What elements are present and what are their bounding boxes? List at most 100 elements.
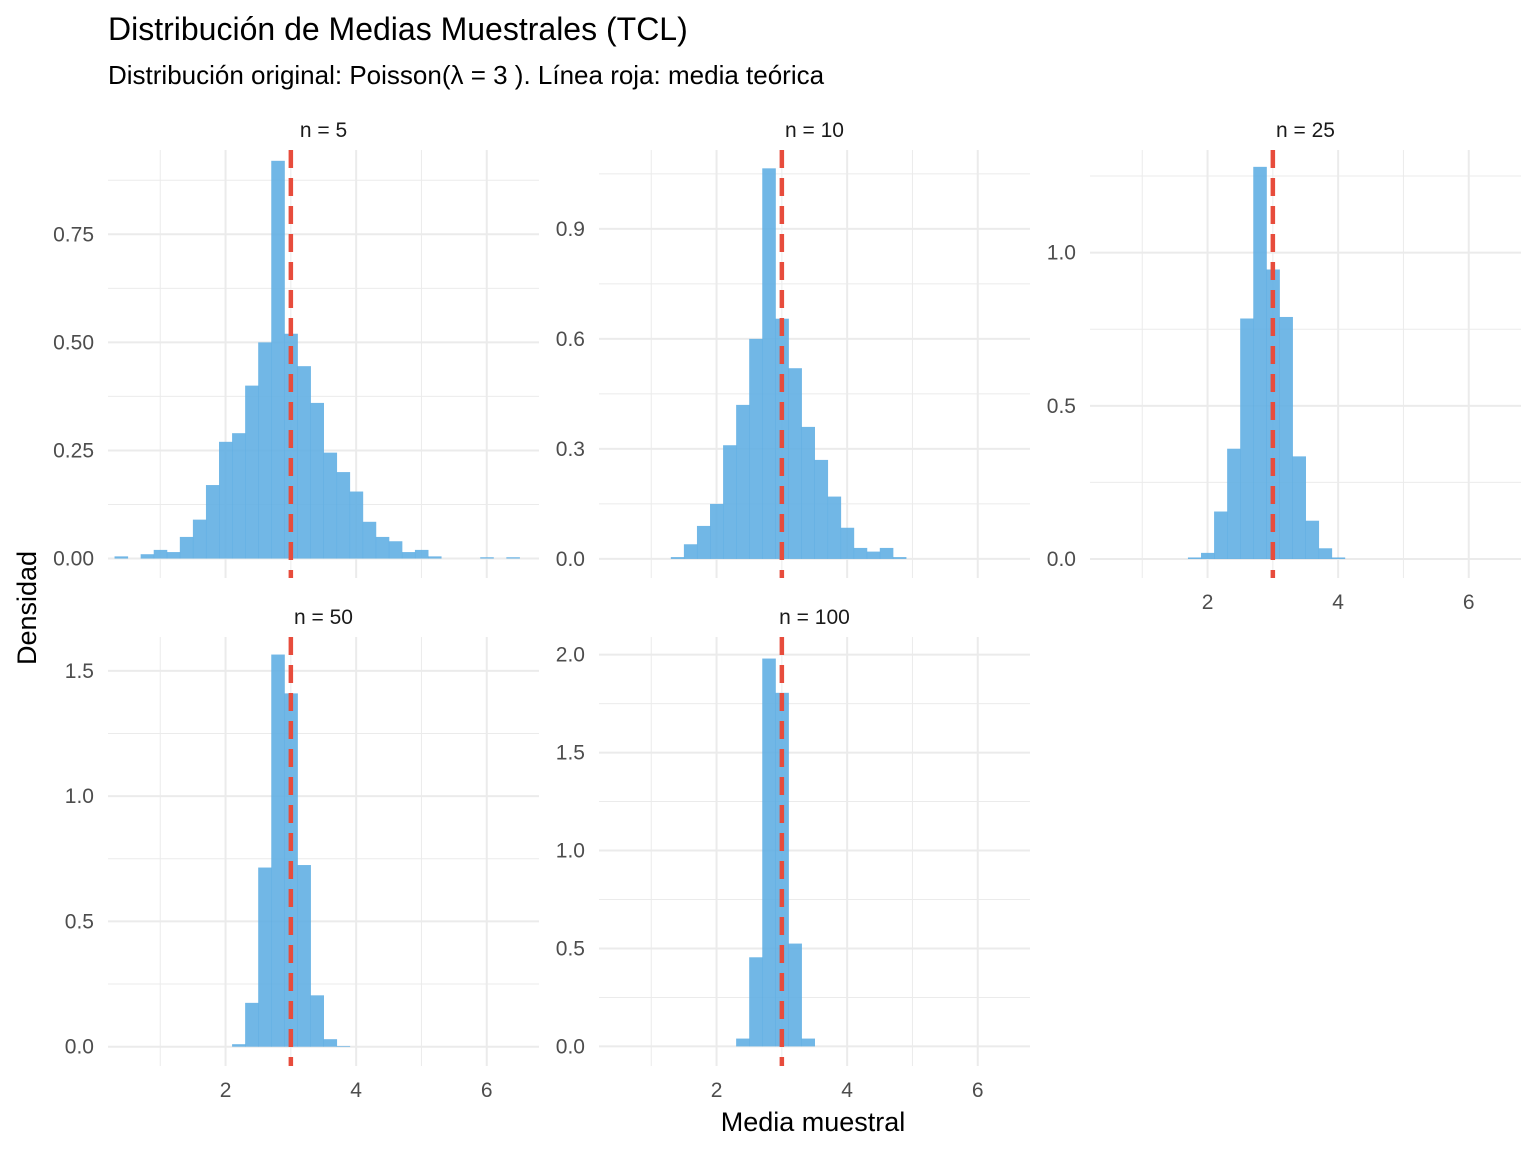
y-tick-label: 0.5: [65, 910, 94, 933]
y-tick-label: 0.25: [53, 439, 94, 462]
histogram-bar: [114, 556, 129, 559]
x-tick-label: 6: [1463, 591, 1475, 614]
facet-panel: n = 100 0.0 0.5 1.0 1.5 2.0 2 4 6: [556, 606, 1030, 1102]
histogram-bar: [258, 342, 272, 559]
histogram-bar: [683, 544, 698, 559]
x-tick-label: 4: [841, 1079, 853, 1102]
histogram-bar: [1305, 520, 1320, 560]
histogram-bar: [245, 385, 259, 559]
histogram-bar: [310, 402, 324, 559]
y-tick-label: 0.3: [556, 438, 585, 461]
histogram-bar: [297, 366, 311, 559]
histogram-bar: [1331, 557, 1346, 560]
histogram-bar: [892, 557, 907, 559]
histogram-bar: [1279, 316, 1293, 560]
histogram-bar: [723, 445, 737, 559]
histogram-bar: [853, 547, 868, 559]
histogram-bar: [179, 536, 194, 559]
x-tick-label: 2: [220, 1079, 232, 1102]
facet-panel: n = 25 0.0 0.5 1.0 2 4 6: [1047, 119, 1521, 614]
x-tick-label: 4: [1332, 591, 1344, 614]
y-tick-label: 1.0: [556, 840, 585, 863]
y-tick-label: 1.0: [65, 785, 94, 808]
histogram-bar: [736, 404, 750, 559]
histogram-bar: [1201, 552, 1215, 560]
y-tick-label: 0.00: [53, 548, 94, 571]
histogram-bar: [840, 527, 855, 559]
histogram-bar: [219, 441, 233, 559]
y-tick-label: 1.5: [65, 660, 94, 683]
histogram-bar: [153, 549, 168, 559]
y-tick-label: 0.5: [556, 937, 585, 960]
facet-panels: n = 50.000.250.500.75n = 100.00.30.60.9n…: [53, 119, 1521, 1102]
histogram-bar: [801, 426, 815, 559]
histogram-bar: [140, 554, 155, 559]
chart-subtitle: Distribución original: Poisson(λ = 3 ). …: [108, 60, 825, 90]
histogram-bar: [401, 552, 416, 559]
y-tick-label: 1.0: [1047, 242, 1076, 265]
chart-title: Distribución de Medias Muestrales (TCL): [108, 11, 688, 47]
facet-panel: n = 10 0.0 0.3 0.6 0.9: [556, 119, 1030, 578]
histogram-bar: [1292, 456, 1306, 560]
x-tick-label: 2: [1202, 591, 1214, 614]
histogram-bar: [336, 1045, 351, 1047]
facet-strip-label: n = 100: [779, 606, 850, 629]
y-tick-label: 0.0: [556, 1035, 585, 1058]
histogram-bar: [710, 503, 724, 559]
histogram-bar: [814, 459, 829, 559]
histogram-bar: [827, 496, 842, 559]
histogram-bar: [271, 160, 285, 559]
y-tick-label: 0.5: [1047, 395, 1076, 418]
histogram-bar: [480, 557, 494, 559]
y-axis-label: Densidad: [12, 551, 42, 665]
histogram-bar: [1214, 511, 1228, 560]
facet-strip-label: n = 10: [785, 119, 844, 142]
histogram-bar: [866, 551, 881, 559]
y-tick-label: 2.0: [556, 644, 585, 667]
y-tick-label: 0.9: [556, 218, 585, 241]
histogram-bar: [736, 1038, 750, 1047]
histogram-bar: [323, 452, 338, 559]
histogram-bar: [1240, 318, 1254, 560]
histogram-bar: [1227, 448, 1241, 560]
x-tick-label: 4: [350, 1079, 362, 1102]
y-tick-label: 0.0: [1047, 548, 1076, 571]
histogram-bar: [1187, 557, 1202, 560]
histogram-bar: [879, 547, 894, 559]
histogram-bar: [414, 549, 429, 559]
y-tick-label: 0.6: [556, 328, 585, 351]
histogram-bar: [336, 472, 351, 559]
histogram-bar: [1318, 548, 1333, 560]
histogram-bar: [323, 1039, 338, 1047]
histogram-bar: [788, 943, 802, 1047]
y-tick-label: 0.0: [65, 1036, 94, 1059]
y-tick-label: 1.5: [556, 742, 585, 765]
histogram-bar: [801, 1038, 815, 1047]
histogram-bar: [349, 491, 364, 559]
facet-panel: n = 50 0.0 0.5 1.0 1.5 2 4 6: [65, 606, 539, 1102]
histogram-bar: [310, 995, 324, 1047]
histogram-bar: [245, 1002, 259, 1047]
histogram-bar: [749, 957, 763, 1047]
histogram-bar: [670, 557, 685, 559]
histogram-bar: [388, 541, 403, 559]
histogram-bar: [166, 552, 181, 559]
histogram-bar: [232, 433, 246, 559]
histogram-bar: [427, 556, 442, 559]
histogram-bar: [192, 519, 207, 559]
facet-panel: n = 5 0.00 0.25 0.50 0.75: [53, 119, 539, 578]
histogram-bar: [506, 557, 520, 559]
histogram-bar: [232, 1044, 246, 1047]
y-tick-label: 0.0: [556, 548, 585, 571]
y-tick-label: 0.75: [53, 223, 94, 246]
histogram-bar: [762, 168, 776, 559]
x-tick-label: 6: [481, 1079, 493, 1102]
histogram-bar: [696, 525, 711, 559]
histogram-bar: [749, 338, 763, 559]
x-tick-label: 6: [972, 1079, 984, 1102]
histogram-bar: [1253, 166, 1267, 560]
histogram-bar: [258, 867, 272, 1047]
x-tick-label: 2: [711, 1079, 723, 1102]
facet-strip-label: n = 5: [300, 119, 347, 142]
x-axis-label: Media muestral: [721, 1107, 906, 1137]
